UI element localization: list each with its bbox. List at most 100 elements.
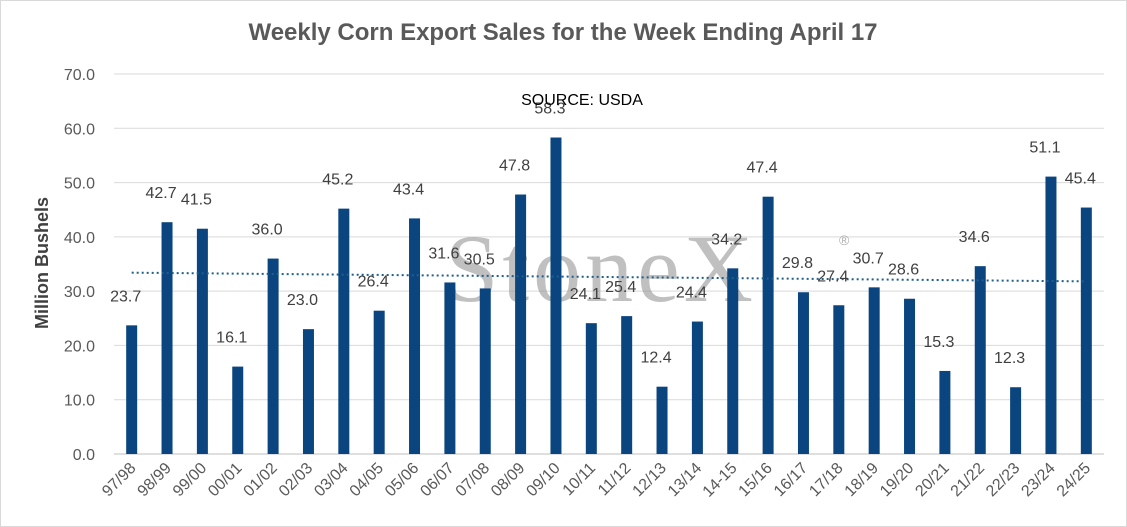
y-tick-label: 10.0	[64, 393, 95, 410]
bar	[762, 196, 774, 454]
bar	[868, 287, 880, 454]
data-label: 47.8	[499, 158, 530, 175]
x-tick-label: 00/01	[205, 460, 245, 500]
x-tick-label: 22/23	[983, 460, 1023, 500]
x-tick-label: 17/18	[806, 460, 846, 500]
data-label: 29.8	[782, 255, 813, 272]
trendline	[131, 271, 1087, 283]
chart-title: Weekly Corn Export Sales for the Week En…	[248, 19, 877, 46]
data-label: 34.2	[711, 231, 742, 248]
x-tick-label: 15/16	[736, 460, 776, 500]
bar	[1010, 387, 1022, 454]
watermark-registered-mark: ®	[839, 232, 850, 248]
x-tick-label: 07/08	[453, 460, 493, 500]
bar	[1045, 176, 1057, 454]
data-label: 28.6	[888, 262, 919, 279]
bar	[727, 268, 739, 454]
bar	[267, 258, 279, 454]
data-label: 58.3	[534, 101, 565, 118]
x-tick-label: 99/00	[170, 460, 210, 500]
data-label: 36.0	[252, 222, 283, 239]
bar	[833, 305, 845, 454]
y-axis-label: Million Bushels	[32, 197, 52, 329]
x-tick-label: 20/21	[912, 460, 952, 500]
x-tick-label: 03/04	[311, 460, 351, 500]
bar	[974, 266, 986, 454]
bar	[621, 316, 633, 454]
data-label: 15.3	[923, 334, 954, 351]
data-label: 24.1	[570, 286, 601, 303]
bar	[444, 282, 456, 454]
x-tick-label: 24/25	[1054, 460, 1094, 500]
x-tick-label: 13/14	[665, 460, 705, 500]
x-axis-ticks: 97/9898/9999/0000/0101/0202/0303/0404/05…	[99, 460, 1094, 501]
x-tick-label: 18/19	[842, 460, 882, 500]
data-label: 30.5	[464, 251, 495, 268]
data-label: 34.6	[959, 229, 990, 246]
trendline-line	[131, 271, 1087, 283]
data-label: 23.0	[287, 292, 318, 309]
y-tick-label: 70.0	[64, 67, 95, 84]
x-tick-label: 12/13	[630, 460, 670, 500]
data-label: 25.4	[605, 279, 636, 296]
x-tick-label: 19/20	[877, 460, 917, 500]
data-label: 31.6	[428, 245, 459, 262]
bar	[939, 370, 951, 454]
bar	[338, 208, 350, 454]
x-tick-label: 06/07	[417, 460, 457, 500]
bar	[550, 137, 562, 454]
data-label: 51.1	[1029, 140, 1060, 157]
bar	[1080, 207, 1092, 454]
x-tick-label: 21/22	[948, 460, 988, 500]
data-label: 47.4	[747, 160, 778, 177]
x-tick-label: 09/10	[523, 460, 563, 500]
bar	[302, 329, 314, 454]
data-label: 12.4	[640, 350, 671, 367]
data-label: 45.4	[1065, 171, 1096, 188]
y-tick-label: 30.0	[64, 284, 95, 301]
bar	[161, 222, 173, 454]
bar	[409, 218, 421, 454]
data-label: 26.4	[358, 274, 389, 291]
x-tick-label: 08/09	[488, 460, 528, 500]
y-tick-label: 20.0	[64, 338, 95, 355]
x-tick-label: 10/11	[560, 460, 600, 500]
data-label: 16.1	[216, 330, 247, 347]
y-tick-label: 40.0	[64, 230, 95, 247]
bar	[515, 194, 527, 454]
bars	[126, 137, 1092, 454]
y-tick-label: 50.0	[64, 176, 95, 193]
y-axis-ticks: 0.0 10.0 20.0 30.0 40.0 50.0 60.0 70.0	[64, 67, 95, 464]
bar	[904, 298, 916, 454]
x-tick-label: 97/98	[99, 460, 139, 500]
x-tick-label: 11/12	[595, 460, 635, 500]
x-tick-label: 02/03	[276, 460, 316, 500]
bar	[585, 323, 597, 454]
bar	[797, 292, 809, 454]
bar	[196, 228, 208, 454]
y-tick-label: 60.0	[64, 121, 95, 138]
gridlines	[114, 73, 1104, 455]
x-tick-label: 23/24	[1018, 460, 1058, 500]
bar	[691, 321, 703, 454]
data-label: 43.4	[393, 181, 424, 198]
data-label: 24.4	[676, 285, 707, 302]
bar	[479, 288, 491, 454]
bar	[232, 366, 244, 454]
stonex-watermark: StoneX ®	[445, 215, 850, 322]
data-label: 23.7	[110, 288, 141, 305]
bar	[373, 310, 385, 454]
x-tick-label: 01/02	[241, 460, 281, 500]
data-label: 45.2	[322, 172, 353, 189]
bar	[126, 325, 138, 454]
x-tick-label: 98/99	[135, 460, 175, 500]
x-tick-label: 05/06	[382, 460, 422, 500]
x-tick-label: 04/05	[347, 460, 387, 500]
y-tick-label: 0.0	[73, 447, 95, 464]
x-tick-label: 16/17	[771, 460, 811, 500]
data-label: 30.7	[853, 250, 884, 267]
source-annotation: SOURCE: USDA	[521, 92, 643, 109]
data-label: 12.3	[994, 350, 1025, 367]
